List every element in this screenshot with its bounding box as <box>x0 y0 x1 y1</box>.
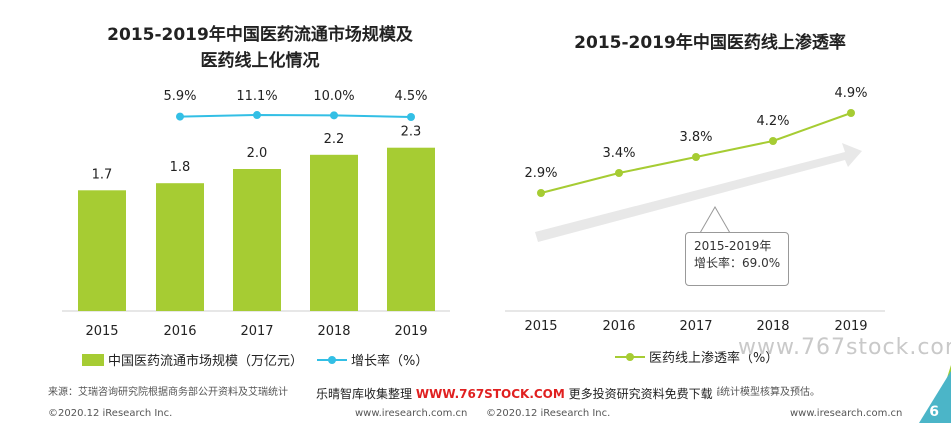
market-size-bar-2019 <box>387 147 435 311</box>
market-size-label-2018: 2.2 <box>324 132 345 147</box>
right-chart-title: 2015-2019年中国医药线上渗透率 <box>574 33 846 53</box>
growth-rate-label-2018: 10.0% <box>313 89 354 104</box>
page-number: 6 <box>929 404 939 420</box>
penetration-label-2015: 2.9% <box>524 166 557 181</box>
callout-pointer <box>699 205 731 234</box>
promo-banner: 乐晴智库收集整理 WWW.767STOCK.COM 更多投资研究资料免费下载 <box>312 385 717 402</box>
corner-accent-blue <box>919 371 951 423</box>
left-legend: 中国医药流通市场规模（万亿元） 增长率（%） <box>82 350 428 369</box>
right-legend: 医药线上渗透率（%） <box>615 347 778 366</box>
market-size-label-2015: 1.7 <box>92 167 113 182</box>
source-note-left: 来源：艾瑞咨询研究院根据商务部公开资料及艾瑞统计 <box>48 387 288 398</box>
copyright-right: ©2020.12 iResearch Inc. <box>486 408 611 419</box>
penetration-label-2019: 4.9% <box>834 86 867 101</box>
growth-callout: 2015-2019年 增长率：69.0% <box>685 232 789 286</box>
market-size-bar-2017 <box>233 169 281 311</box>
left-x-tick-2016: 2016 <box>163 324 196 339</box>
url-left[interactable]: www.iresearch.com.cn <box>355 408 468 419</box>
watermark: www.767stock.com <box>738 335 951 360</box>
penetration-point-2016 <box>615 169 623 177</box>
banner-suffix: 更多投资研究资料免费下载 <box>568 387 713 401</box>
market-size-label-2016: 1.8 <box>170 160 191 175</box>
legend-bar-label: 中国医药流通市场规模（万亿元） <box>108 354 304 369</box>
market-size-bar-2015 <box>78 190 126 311</box>
penetration-label-2017: 3.8% <box>679 130 712 145</box>
penetration-point-2018 <box>769 137 777 145</box>
right-x-tick-2016: 2016 <box>602 319 635 334</box>
penetration-point-2019 <box>847 109 855 117</box>
legend-penetration-swatch <box>615 351 645 363</box>
left-x-tick-2017: 2017 <box>240 324 273 339</box>
left-x-tick-2019: 2019 <box>394 324 427 339</box>
growth-rate-point-2017 <box>253 111 261 120</box>
growth-rate-point-2016 <box>176 112 184 121</box>
callout-line1: 2015-2019年 <box>694 239 772 253</box>
left-title-line1: 2015-2019年中国医药流通市场规模及 <box>107 25 413 45</box>
penetration-label-2018: 4.2% <box>756 114 789 129</box>
left-x-tick-2018: 2018 <box>317 324 350 339</box>
left-title-line2: 医药线上化情况 <box>200 51 320 71</box>
legend-line-label: 增长率（%） <box>351 354 429 369</box>
right-x-tick-2017: 2017 <box>679 319 712 334</box>
right-x-tick-2019: 2019 <box>834 319 867 334</box>
market-size-bar-2018 <box>310 154 358 311</box>
left-x-tick-2015: 2015 <box>85 324 118 339</box>
legend-line-swatch <box>317 354 348 366</box>
market-size-bar-2016 <box>156 183 204 311</box>
growth-rate-label-2019: 4.5% <box>394 89 427 104</box>
left-chart-title: 2015-2019年中国医药流通市场规模及 医药线上化情况 <box>60 22 460 74</box>
growth-rate-point-2019 <box>407 113 415 121</box>
penetration-point-2015 <box>537 189 545 197</box>
market-size-label-2017: 2.0 <box>247 146 268 161</box>
growth-rate-label-2017: 11.1% <box>236 89 277 104</box>
right-x-tick-2015: 2015 <box>524 319 557 334</box>
growth-rate-label-2016: 5.9% <box>163 89 196 104</box>
legend-penetration-label: 医药线上渗透率（%） <box>649 351 779 366</box>
legend-bar-swatch <box>82 353 104 366</box>
banner-prefix: 乐晴智库收集整理 <box>316 387 413 401</box>
right-x-tick-2018: 2018 <box>756 319 789 334</box>
banner-site-link[interactable]: WWW.767STOCK.COM <box>415 387 565 401</box>
market-size-label-2019: 2.3 <box>401 125 422 140</box>
url-right[interactable]: www.iresearch.com.cn <box>790 408 903 419</box>
source-note-right: 及艾瑞统计模型核算及预估。 <box>690 387 820 398</box>
copyright-left: ©2020.12 iResearch Inc. <box>48 408 173 419</box>
penetration-label-2016: 3.4% <box>602 146 635 161</box>
trend-arrow-decoration <box>535 143 862 242</box>
growth-rate-line <box>179 114 412 118</box>
penetration-point-2017 <box>692 153 700 161</box>
growth-rate-point-2018 <box>330 111 338 120</box>
callout-line2: 增长率：69.0% <box>694 256 781 270</box>
